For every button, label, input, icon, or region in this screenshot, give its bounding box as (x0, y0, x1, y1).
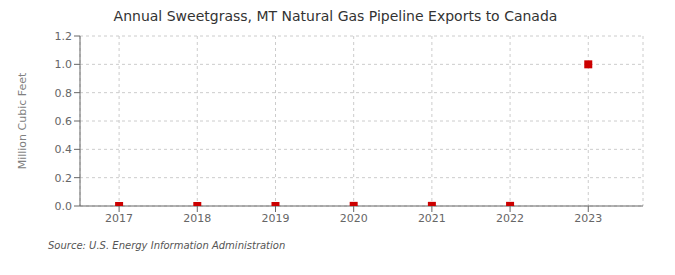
svg-text:2022: 2022 (496, 212, 524, 225)
svg-text:2018: 2018 (183, 212, 211, 225)
html-text:Source: U.S. Energy Informatio: Source: U.S. Energy Information Administ… (48, 240, 286, 251)
svg-text:2017: 2017 (105, 212, 133, 225)
svg-text:2020: 2020 (340, 212, 368, 225)
svg-text:1.2: 1.2 (55, 30, 73, 43)
svg-text:0.0: 0.0 (55, 200, 73, 213)
svg-text:0.8: 0.8 (55, 87, 73, 100)
svg-text:2019: 2019 (261, 212, 289, 225)
svg-text:Million Cubic Feet: Million Cubic Feet (16, 72, 29, 169)
svg-text:1.0: 1.0 (55, 58, 73, 71)
svg-text:0.6: 0.6 (55, 115, 73, 128)
svg-text:0.2: 0.2 (55, 172, 73, 185)
svg-text:2021: 2021 (418, 212, 446, 225)
html-text:Annual Sweetgrass, MT Natural: Annual Sweetgrass, MT Natural Gas Pipeli… (113, 8, 558, 24)
svg-text:2023: 2023 (574, 212, 602, 225)
svg-text:0.4: 0.4 (55, 143, 73, 156)
